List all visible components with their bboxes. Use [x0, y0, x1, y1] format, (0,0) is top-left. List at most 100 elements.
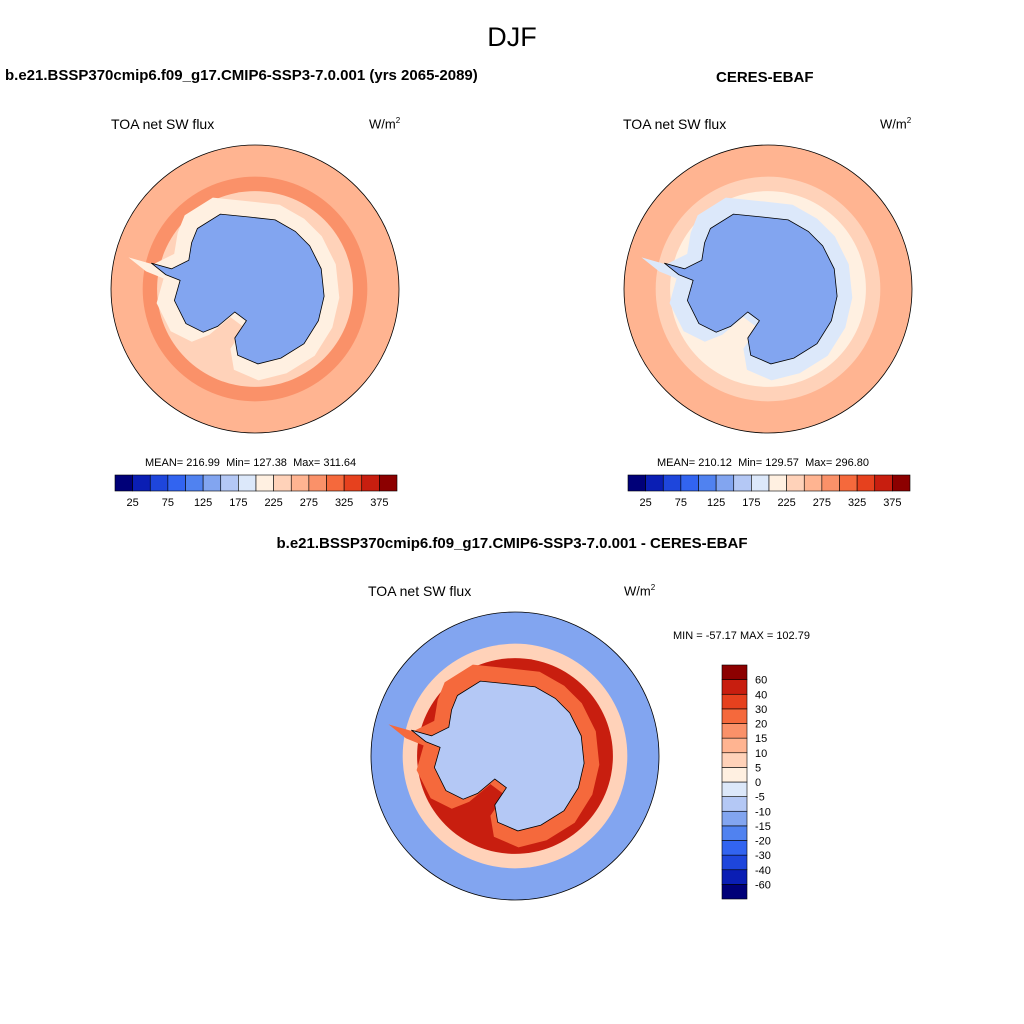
panel-2-heading: CERES-EBAF [716, 69, 814, 86]
colorbar-tick-label: 125 [707, 497, 725, 509]
colorbar-panel-3: -60 -40 -30 -20 -15 -10 -5 0 5 10 15 20 30 40 60 [721, 664, 771, 900]
panel-2-max: 296.80 [835, 457, 869, 469]
colorbar-tick-label: -5 [755, 792, 765, 804]
antarctica-outline [411, 680, 585, 832]
colorbar-tick-label: 175 [742, 497, 760, 509]
colorbar-box [698, 474, 717, 492]
colorbar-box [343, 474, 363, 492]
panel-2-units: W/m2 [880, 116, 912, 132]
colorbar-panel-2: 25 75 125 175 225 275 325 375 [627, 474, 911, 509]
colorbar-box [185, 474, 204, 492]
colorbar-tick-label: 75 [162, 497, 174, 509]
colorbar-tick-label: 15 [755, 733, 767, 745]
colorbar-tick-label: 5 [755, 762, 761, 774]
panel-3-minmax: MIN = -57.17 MAX = 102.79 [673, 630, 810, 642]
colorbar-box [733, 474, 752, 492]
colorbar-box [721, 825, 748, 841]
colorbar-box [721, 737, 748, 754]
colorbar-box [167, 474, 186, 492]
antarctica-outline [151, 213, 325, 365]
colorbar-tick-label: 20 [755, 719, 767, 731]
colorbar-box [308, 474, 327, 492]
panel-1-field: TOA net SW flux [111, 116, 215, 132]
colorbar-tick-label: 325 [848, 497, 866, 509]
colorbar-box [721, 664, 748, 680]
panel-2-max-label: Max= [805, 457, 833, 469]
colorbar-tick-label: -10 [755, 806, 771, 818]
map-boundary [110, 144, 400, 434]
colorbar-box [721, 781, 748, 797]
panel-2-min: 129.57 [765, 457, 799, 469]
map-panel-3 [370, 611, 660, 901]
panel-1-min-label: Min= [226, 457, 251, 469]
colorbar-box [721, 869, 748, 885]
colorbar-box [680, 474, 699, 492]
colorbar-tick-label: 375 [883, 497, 901, 509]
colorbar-box [821, 474, 840, 492]
colorbar-box [379, 474, 398, 492]
colorbar-box [721, 679, 748, 695]
panel-1-max-label: Max= [293, 457, 321, 469]
colorbar-panel-1: 25 75 125 175 225 275 325 375 [114, 474, 398, 509]
colorbar-tick-label: 275 [300, 497, 318, 509]
colorbar-tick-label: 40 [755, 689, 767, 701]
panel-3-units: W/m2 [624, 583, 656, 599]
colorbar-box [255, 474, 274, 492]
colorbar-box [874, 474, 893, 492]
colorbar-box [361, 474, 380, 492]
colorbar-tick-label: 275 [813, 497, 831, 509]
colorbar-box [662, 474, 682, 492]
panel-1-units: W/m2 [369, 116, 401, 132]
colorbar-tick-label: 0 [755, 777, 761, 789]
colorbar-box [627, 474, 646, 492]
colorbar-box [721, 767, 748, 783]
colorbar-box [839, 474, 858, 492]
colorbar-box [273, 474, 292, 492]
panel-1-min: 127.38 [253, 457, 287, 469]
colorbar-box [721, 810, 748, 827]
colorbar-tick-label: -15 [755, 821, 771, 833]
antarctica-outline [664, 213, 838, 365]
colorbar-tick-label: 225 [264, 497, 282, 509]
colorbar-box [721, 693, 748, 710]
colorbar-tick-label: 225 [777, 497, 795, 509]
colorbar-box [114, 474, 133, 492]
colorbar-box [721, 708, 748, 724]
colorbar-tick-label: -40 [755, 865, 771, 877]
colorbar-box [238, 474, 257, 492]
colorbar-box [856, 474, 876, 492]
colorbar-box [786, 474, 805, 492]
page-title: DJF [487, 22, 537, 52]
panel-1-mean-label: MEAN= [145, 457, 184, 469]
panel-1-heading: b.e21.BSSP370cmip6.f09_g17.CMIP6-SSP3-7.… [5, 67, 478, 84]
colorbar-box [290, 474, 310, 492]
panel-2-stats: MEAN= 210.12 Min= 129.57 Max= 296.80 [657, 457, 869, 469]
colorbar-box [892, 474, 911, 492]
colorbar-tick-label: -20 [755, 836, 771, 848]
colorbar-tick-label: -60 [755, 879, 771, 891]
panel-2-mean-label: MEAN= [657, 457, 696, 469]
colorbar-box [721, 752, 748, 768]
colorbar-box [768, 474, 787, 492]
colorbar-box [751, 474, 770, 492]
panel-2-mean: 210.12 [698, 457, 732, 469]
colorbar-tick-label: 325 [335, 497, 353, 509]
colorbar-box [721, 723, 748, 739]
map-boundary [370, 611, 660, 901]
panel-2-min-label: Min= [738, 457, 763, 469]
colorbar-box [715, 474, 735, 492]
panel-2-field: TOA net SW flux [623, 116, 727, 132]
colorbar-box [721, 854, 748, 871]
panel-3-field: TOA net SW flux [368, 583, 472, 599]
panel-1-max: 311.64 [323, 457, 357, 469]
map-panel-1 [110, 144, 400, 434]
colorbar-box [132, 474, 151, 492]
colorbar-box [149, 474, 169, 492]
colorbar-tick-label: 75 [675, 497, 687, 509]
colorbar-box [721, 796, 748, 812]
panel-1-stats: MEAN= 216.99 Min= 127.38 Max= 311.64 [145, 457, 356, 469]
colorbar-box [721, 884, 748, 900]
colorbar-box [202, 474, 222, 492]
panel-1-mean: 216.99 [186, 457, 220, 469]
